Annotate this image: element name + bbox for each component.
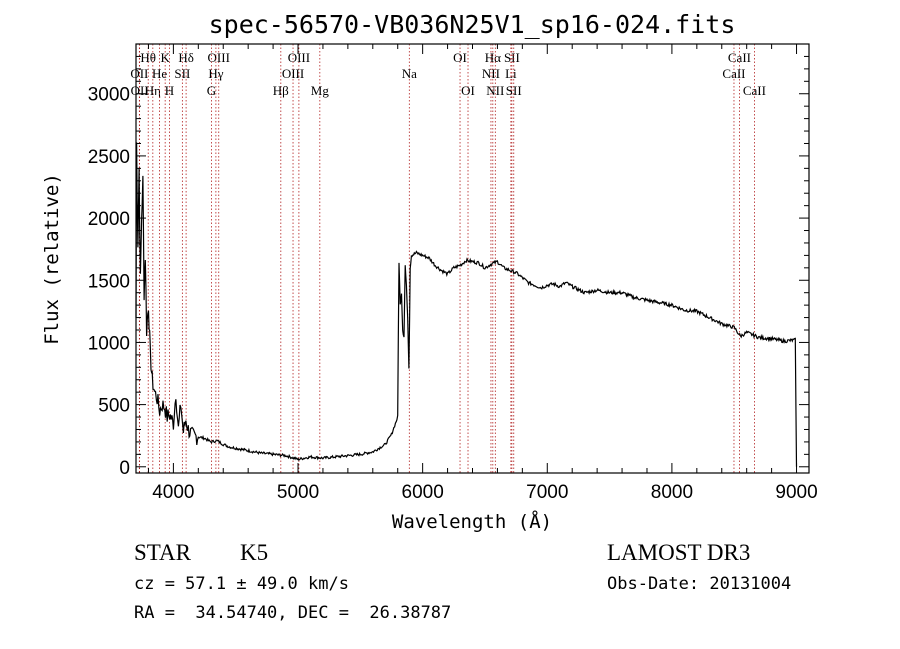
ra-dec-text: RA = 34.54740, DEC = 26.38787	[134, 603, 452, 623]
line-marker-label: He	[152, 66, 167, 81]
y-tick-label: 2500	[88, 147, 130, 168]
spectrum-series	[135, 142, 798, 467]
line-marker-label: CaII	[722, 66, 745, 81]
x-tick-label: 5000	[277, 482, 319, 503]
line-marker-label: Hη	[145, 83, 161, 98]
obs-date-text: Obs-Date: 20131004	[607, 574, 792, 594]
object-subclass: K5	[240, 540, 269, 565]
axis-ticks: 4000 5000 6000 7000 8000 9000 0 500 1000 1500 2000…	[88, 44, 818, 503]
line-marker-label: OIII	[288, 50, 310, 65]
line-marker-label: Hθ	[140, 50, 156, 65]
line-marker-label: NII	[486, 83, 504, 98]
plot-frame	[135, 43, 810, 474]
line-marker-label: CaII	[728, 50, 751, 65]
x-tick-label: 4000	[152, 482, 194, 503]
y-tick-label: 2000	[88, 209, 130, 230]
line-marker-label: Hγ	[208, 66, 223, 81]
line-marker-label: K	[160, 50, 170, 65]
y-tick-label: 500	[98, 396, 130, 417]
line-marker-label: SII	[504, 50, 520, 65]
line-marker-label: OII	[131, 83, 149, 98]
x-tick-label: 9000	[775, 482, 817, 503]
y-tick-label: 1000	[88, 333, 130, 354]
line-marker-label: OI	[453, 50, 467, 65]
line-marker-label: SII	[506, 83, 522, 98]
line-marker-label: Li	[505, 66, 517, 81]
line-marker-label: OIII	[282, 66, 304, 81]
y-tick-label: 0	[119, 458, 130, 479]
line-marker-label: Hα	[485, 50, 501, 65]
line-marker-label: G	[207, 83, 216, 98]
line-marker-label: OI	[461, 83, 475, 98]
line-marker-label: OIII	[208, 50, 230, 65]
y-tick-label: 1500	[88, 271, 130, 292]
redshift-text: cz = 57.1 ± 49.0 km/s	[134, 574, 349, 594]
x-tick-label: 8000	[651, 482, 693, 503]
x-tick-label: 6000	[402, 482, 444, 503]
y-tick-label: 3000	[88, 85, 130, 106]
object-class: STAR	[134, 540, 191, 565]
line-marker-label: SII	[174, 66, 190, 81]
line-marker-label: H	[165, 83, 174, 98]
line-marker-label: NII	[482, 66, 500, 81]
line-marker-label: Na	[402, 66, 417, 81]
x-tick-label: 7000	[526, 482, 568, 503]
survey-name: LAMOST DR3	[607, 540, 751, 565]
x-axis-label: Wavelength (Å)	[392, 510, 552, 533]
line-marker-label: Hβ	[273, 83, 289, 98]
chart-title: spec-56570-VB036N25V1_sp16-024.fits	[209, 10, 736, 39]
y-axis-label: Flux (relative)	[41, 173, 63, 345]
line-marker-label: CaII	[743, 83, 766, 98]
line-marker-label: Hδ	[178, 50, 194, 65]
line-marker-label: Mg	[311, 83, 330, 98]
